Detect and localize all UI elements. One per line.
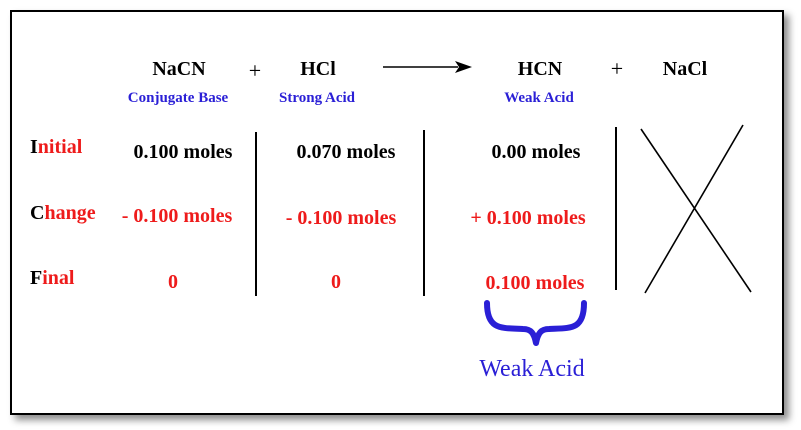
curly-brace-icon xyxy=(484,300,587,346)
initial-hcn-value: 0.00 moles xyxy=(491,141,581,163)
change-nacn-value: - 0.100 moles xyxy=(121,205,233,227)
reactant-hcl-label: Strong Acid xyxy=(279,90,355,106)
cross-out-x-icon xyxy=(640,124,752,294)
column-divider-3 xyxy=(615,127,617,290)
plus-sign-1: + xyxy=(248,58,262,83)
product-hcn: HCN xyxy=(517,58,563,80)
row-label-final-rest: inal xyxy=(42,267,75,289)
row-label-initial: Initial xyxy=(30,136,82,159)
final-nacn-value: 0 xyxy=(168,271,178,293)
change-hcl-value: - 0.100 moles xyxy=(285,207,397,229)
final-hcl-value: 0 xyxy=(331,271,341,293)
row-label-initial-rest: nitial xyxy=(37,136,83,158)
row-label-change-first: C xyxy=(30,202,45,224)
product-hcn-label: Weak Acid xyxy=(504,90,574,106)
change-hcn-value: + 0.100 moles xyxy=(470,207,586,229)
final-hcn-value: 0.100 moles xyxy=(485,272,585,294)
product-nacl: NaCl xyxy=(662,58,708,80)
diagram-frame xyxy=(10,10,784,415)
reactant-hcl: HCl xyxy=(300,58,336,80)
row-label-change: Change xyxy=(30,202,96,225)
column-divider-2 xyxy=(423,130,425,296)
weak-acid-annotation: Weak Acid xyxy=(479,356,585,382)
reactant-nacn-label: Conjugate Base xyxy=(127,90,229,106)
initial-hcl-value: 0.070 moles xyxy=(296,141,396,163)
reactant-nacn: NaCN xyxy=(152,58,206,80)
row-label-final: Final xyxy=(30,267,74,290)
reaction-arrow-icon xyxy=(383,61,472,73)
plus-sign-2: + xyxy=(610,56,624,81)
row-label-change-rest: hange xyxy=(44,202,96,224)
row-label-final-first: F xyxy=(30,267,43,289)
row-label-initial-first: I xyxy=(30,136,38,158)
column-divider-1 xyxy=(255,132,257,296)
initial-nacn-value: 0.100 moles xyxy=(133,141,233,163)
